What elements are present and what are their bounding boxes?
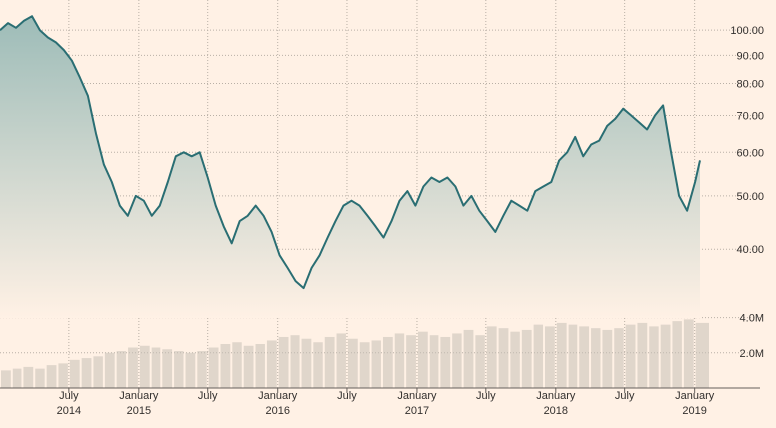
volume-bar — [174, 351, 184, 388]
volume-bar — [208, 347, 219, 388]
volume-bar — [452, 333, 462, 388]
x-tick-label: July — [615, 390, 635, 402]
volume-bar — [614, 328, 624, 388]
volume-bar — [672, 321, 682, 388]
volume-bar — [521, 329, 532, 388]
y-tick-label: 60.00 — [736, 147, 764, 159]
volume-bar — [301, 338, 312, 388]
x-tick-year: 2019 — [682, 405, 706, 417]
volume-bar — [556, 322, 567, 388]
volume-bar — [1, 370, 11, 388]
x-tick-label: January — [397, 390, 437, 402]
volume-bar — [266, 340, 277, 388]
price-area — [0, 15, 701, 318]
volume-bar — [93, 356, 103, 388]
volume-bar — [625, 324, 636, 388]
volume-bar — [382, 336, 393, 388]
volume-bar — [486, 326, 497, 388]
volume-bar — [12, 368, 22, 388]
x-tick-label: July — [476, 390, 496, 402]
x-tick-year: 2017 — [405, 405, 429, 417]
volume-bar — [637, 322, 648, 388]
volume-bar — [255, 344, 265, 388]
volume-bar — [313, 342, 323, 388]
volume-bar — [683, 319, 694, 388]
x-tick-label: July — [59, 390, 79, 402]
volume-bar — [568, 324, 578, 388]
x-tick-year: 2015 — [127, 405, 151, 417]
volume-bar — [579, 326, 590, 388]
volume-bar — [591, 328, 601, 388]
y-tick-label: 70.00 — [736, 110, 764, 122]
x-tick-label: January — [675, 390, 715, 402]
volume-bar — [243, 345, 254, 388]
volume-bar — [417, 331, 428, 388]
volume-bar — [336, 333, 346, 388]
x-tick-label: January — [536, 390, 576, 402]
x-tick-year: 2016 — [265, 405, 289, 417]
volume-bar — [220, 344, 231, 388]
volume-bar — [162, 349, 173, 388]
x-tick-label: January — [119, 390, 159, 402]
volume-tick-label: 4.0M — [740, 313, 764, 325]
volume-bar — [23, 366, 34, 388]
volume-bar — [359, 342, 370, 388]
volume-bar — [278, 336, 289, 388]
volume-bar — [440, 336, 451, 388]
x-tick-label: January — [258, 390, 298, 402]
volume-bar — [290, 335, 300, 388]
volume-bar — [35, 368, 45, 388]
volume-bar — [197, 351, 207, 388]
volume-bar — [347, 338, 358, 388]
price-area-fill — [0, 16, 700, 318]
volume-bar — [660, 324, 671, 388]
volume-bar — [139, 345, 150, 388]
volume-bar — [695, 322, 709, 388]
volume-bar — [602, 329, 613, 388]
volume-bar — [69, 359, 80, 388]
volume-bar — [510, 331, 520, 388]
volume-bar — [406, 335, 416, 388]
volume-bar — [545, 326, 555, 388]
y-axis: 100.00 90.00 80.00 70.00 60.00 50.00 40.00 — [730, 25, 764, 256]
volume-bar — [649, 326, 659, 388]
volume-bar — [58, 363, 68, 388]
volume-bar — [81, 358, 92, 388]
volume-bar — [429, 335, 439, 388]
volume-axis: 4.0M 2.0M — [740, 313, 764, 360]
x-axis: July 2014 January 2015 July January 2016 July Ja… — [0, 387, 760, 417]
price-line — [0, 15, 701, 290]
volume-bar — [324, 336, 335, 388]
volume-bar — [463, 329, 474, 388]
x-tick-year: 2014 — [57, 405, 81, 417]
volume-bar — [371, 340, 381, 388]
volume-bar — [475, 335, 485, 388]
y-tick-label: 90.00 — [736, 50, 764, 62]
volume-bar — [533, 324, 544, 388]
y-tick-label: 40.00 — [736, 244, 764, 256]
volume-bar — [128, 347, 138, 388]
y-tick-label: 100.00 — [730, 25, 764, 37]
volume-bar — [104, 352, 115, 388]
volume-bar — [232, 342, 242, 388]
x-tick-label: July — [198, 390, 218, 402]
y-tick-label: 80.00 — [736, 79, 764, 91]
x-tick-label: July — [337, 390, 357, 402]
volume-bar — [116, 351, 127, 388]
x-tick-year: 2018 — [544, 405, 568, 417]
volume-bar — [151, 347, 161, 388]
volume-bar — [498, 328, 509, 388]
volume-bars — [1, 319, 709, 388]
volume-bar — [185, 352, 196, 388]
y-tick-label: 50.00 — [736, 191, 764, 203]
volume-bar — [394, 333, 405, 388]
volume-tick-label: 2.0M — [740, 348, 764, 360]
volume-bar — [46, 365, 57, 388]
